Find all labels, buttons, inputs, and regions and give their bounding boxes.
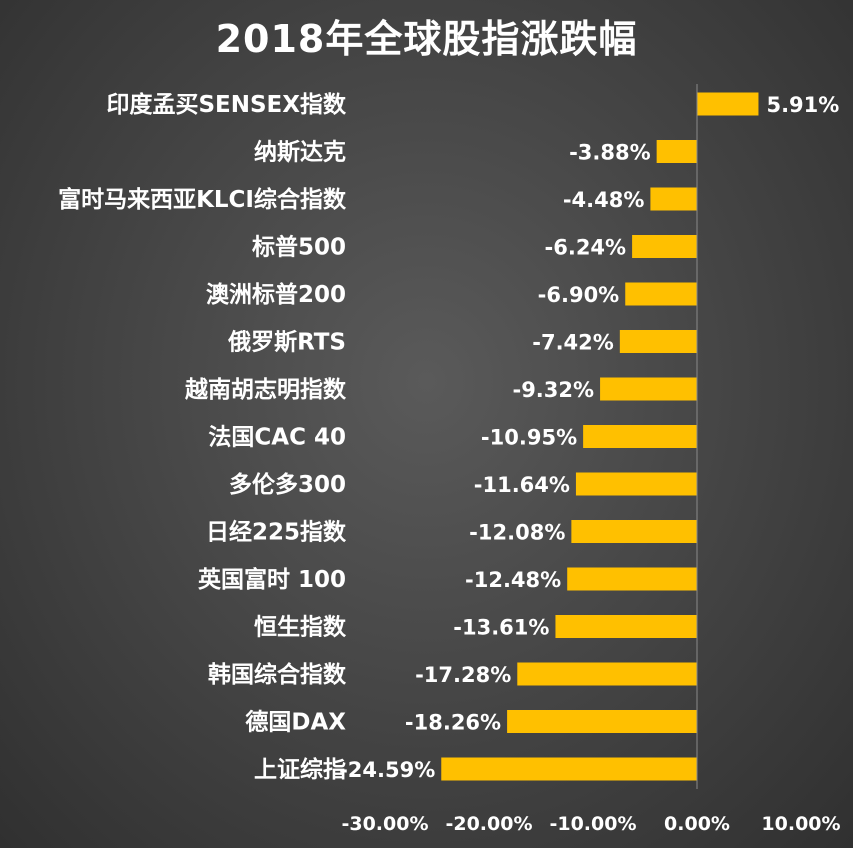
value-label: -6.90% (538, 283, 620, 307)
value-label: -3.88% (569, 141, 651, 165)
bar (575, 472, 697, 496)
x-tick-label: 10.00% (761, 813, 840, 835)
value-label: -12.08% (469, 521, 565, 545)
bar (600, 377, 697, 401)
bar (583, 425, 697, 448)
value-label: -10.95% (481, 426, 577, 450)
bar (632, 235, 697, 258)
category-label: 富时马来西亚KLCI综合指数 (58, 186, 347, 213)
value-label: -11.64% (474, 473, 570, 497)
category-label: 韩国综合指数 (208, 661, 347, 688)
category-label: 英国富时 100 (198, 566, 346, 593)
category-label: 标普500 (252, 234, 346, 261)
value-labels: 5.91% -3.88% -4.48% -6.24% -6.90% -7.42% -9.32… (339, 93, 839, 782)
bar (517, 662, 697, 686)
bar (625, 282, 697, 306)
value-label: -9.32% (512, 378, 594, 402)
value-label: -24.59% (339, 758, 435, 782)
bars-layer (441, 92, 759, 781)
category-label: 印度孟买SENSEX指数 (106, 91, 347, 118)
category-label: 德国DAX (245, 709, 346, 736)
value-label: -18.26% (405, 711, 501, 735)
category-label: 澳洲标普200 (206, 281, 346, 308)
value-label: -7.42% (532, 331, 614, 355)
value-label: 5.91% (766, 93, 839, 117)
value-label: -6.24% (545, 236, 627, 260)
x-tick-label: -30.00% (341, 813, 428, 835)
bar (567, 567, 697, 591)
category-label: 法国CAC 40 (208, 425, 346, 451)
category-label: 俄罗斯RTS (227, 329, 346, 356)
x-tick-label: -10.00% (549, 813, 636, 835)
category-label: 越南胡志明指数 (185, 377, 347, 403)
value-label: -13.61% (453, 616, 549, 640)
category-label: 上证综指 (254, 756, 346, 783)
category-label: 恒生指数 (254, 615, 347, 641)
category-label: 多伦多300 (229, 471, 346, 498)
bar (441, 757, 697, 781)
chart-title: 2018年全球股指涨跌幅 (215, 17, 638, 61)
x-tick-label: -20.00% (445, 813, 532, 835)
bar (697, 92, 759, 116)
category-label: 纳斯达克 (254, 139, 346, 166)
bar (656, 140, 697, 163)
category-label: 日经225指数 (206, 519, 347, 546)
bar (619, 330, 697, 353)
value-label: -4.48% (563, 188, 645, 212)
value-label: -12.48% (465, 568, 561, 592)
value-label: -17.28% (415, 663, 511, 687)
bar (507, 710, 697, 733)
x-tick-label: 0.00% (664, 813, 730, 835)
bar (555, 615, 697, 638)
bar (650, 187, 697, 211)
bar (571, 520, 697, 543)
x-axis-tick-labels: -30.00% -20.00% -10.00% 0.00% 10.00% (341, 813, 840, 835)
